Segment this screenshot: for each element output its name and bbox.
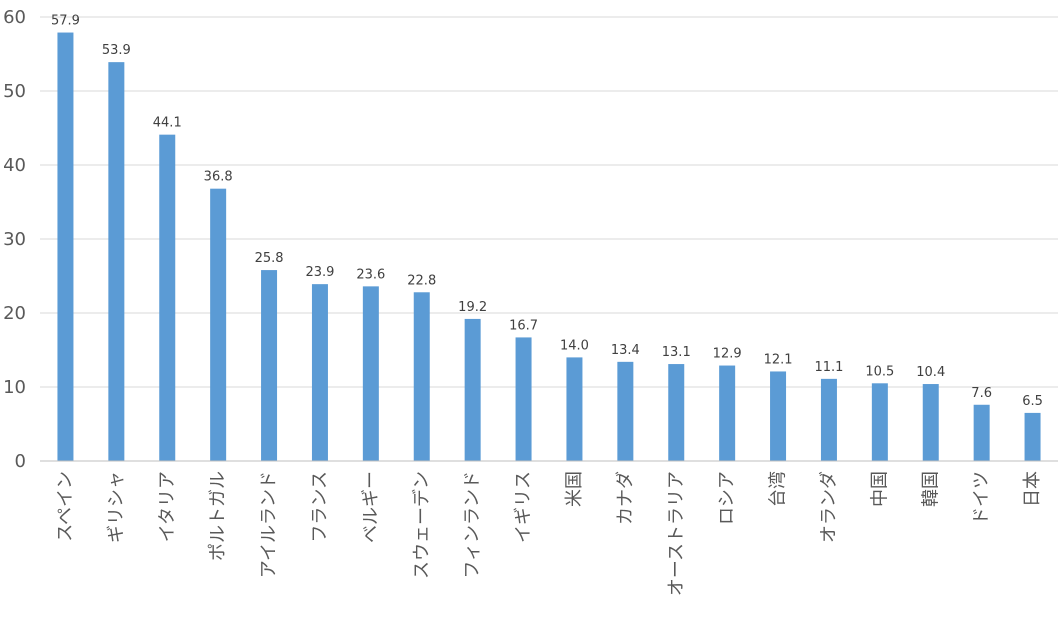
bar [719, 365, 736, 461]
data-label: 16.7 [509, 318, 538, 333]
data-label: 12.1 [764, 352, 793, 367]
bar [261, 270, 278, 461]
bar [515, 337, 532, 461]
data-label: 36.8 [204, 170, 233, 185]
y-tick-label: 50 [3, 81, 26, 102]
bar [311, 284, 328, 461]
y-tick-label: 0 [15, 451, 26, 472]
y-tick-label: 10 [3, 377, 26, 398]
category-label: スウェーデン [411, 471, 432, 579]
data-label: 22.8 [407, 273, 436, 288]
category-label: ベルギー [360, 471, 381, 543]
category-label: イギリス [513, 471, 534, 543]
category-label: 米国 [564, 471, 585, 507]
data-label: 53.9 [102, 43, 131, 58]
data-label: 57.9 [51, 14, 80, 29]
bar [362, 286, 379, 461]
category-label: フランス [309, 471, 330, 543]
data-label: 13.1 [662, 345, 691, 360]
y-tick-label: 30 [3, 229, 26, 250]
category-label: ギリシャ [106, 471, 127, 543]
category-label: フィンランド [462, 471, 483, 579]
bar [668, 364, 685, 461]
y-tick-label: 20 [3, 303, 26, 324]
data-label: 6.5 [1022, 394, 1043, 409]
bar [159, 134, 176, 461]
y-tick-label: 60 [3, 7, 26, 28]
bar [210, 188, 227, 461]
category-label: 中国 [869, 471, 890, 507]
data-label: 11.1 [814, 360, 843, 375]
bar [770, 371, 787, 461]
data-label: 14.0 [560, 338, 589, 353]
bar [820, 378, 837, 461]
bars [57, 32, 1041, 461]
category-label: アイルランド [259, 471, 280, 578]
category-label: 日本 [1022, 471, 1043, 507]
data-label: 7.6 [971, 386, 992, 401]
y-axis-ticks: 0 10 20 30 40 50 60 [3, 7, 26, 472]
data-label: 10.5 [865, 364, 894, 379]
data-label: 19.2 [458, 300, 487, 315]
data-label: 12.9 [713, 347, 742, 362]
gridlines [40, 16, 1058, 388]
bar [566, 357, 583, 461]
y-tick-label: 40 [3, 155, 26, 176]
bar [922, 384, 939, 461]
data-labels: 57.9 53.9 44.1 36.8 25.8 23.9 23.6 22.8 19.2 16.7… [51, 14, 1043, 409]
data-label: 44.1 [153, 116, 182, 131]
bar [973, 404, 990, 461]
category-label: オーストラリア [666, 471, 687, 596]
data-label: 23.6 [356, 267, 385, 282]
data-label: 25.8 [255, 251, 284, 266]
category-label: イタリア [157, 471, 178, 542]
x-axis-categories: スペイン ギリシャ イタリア ポルトガル アイルランド フランス ベルギー スウェーデン フィン… [55, 471, 1043, 596]
bar [871, 383, 888, 461]
category-label: ポルトガル [208, 471, 229, 561]
category-label: 韓国 [920, 471, 941, 507]
bar [617, 361, 634, 461]
category-label: ドイツ [971, 471, 992, 525]
category-label: オランダ [818, 471, 839, 543]
category-label: 台湾 [768, 471, 789, 507]
category-label: カナダ [615, 471, 636, 525]
data-label: 23.9 [305, 265, 334, 280]
category-label: スペイン [55, 471, 76, 542]
bar [108, 62, 125, 461]
data-label: 10.4 [916, 365, 945, 380]
data-label: 13.4 [611, 343, 640, 358]
bar [1024, 412, 1041, 461]
bar [57, 32, 74, 461]
bar [413, 292, 430, 461]
category-label: ロシア [717, 471, 738, 525]
bar [464, 318, 481, 461]
